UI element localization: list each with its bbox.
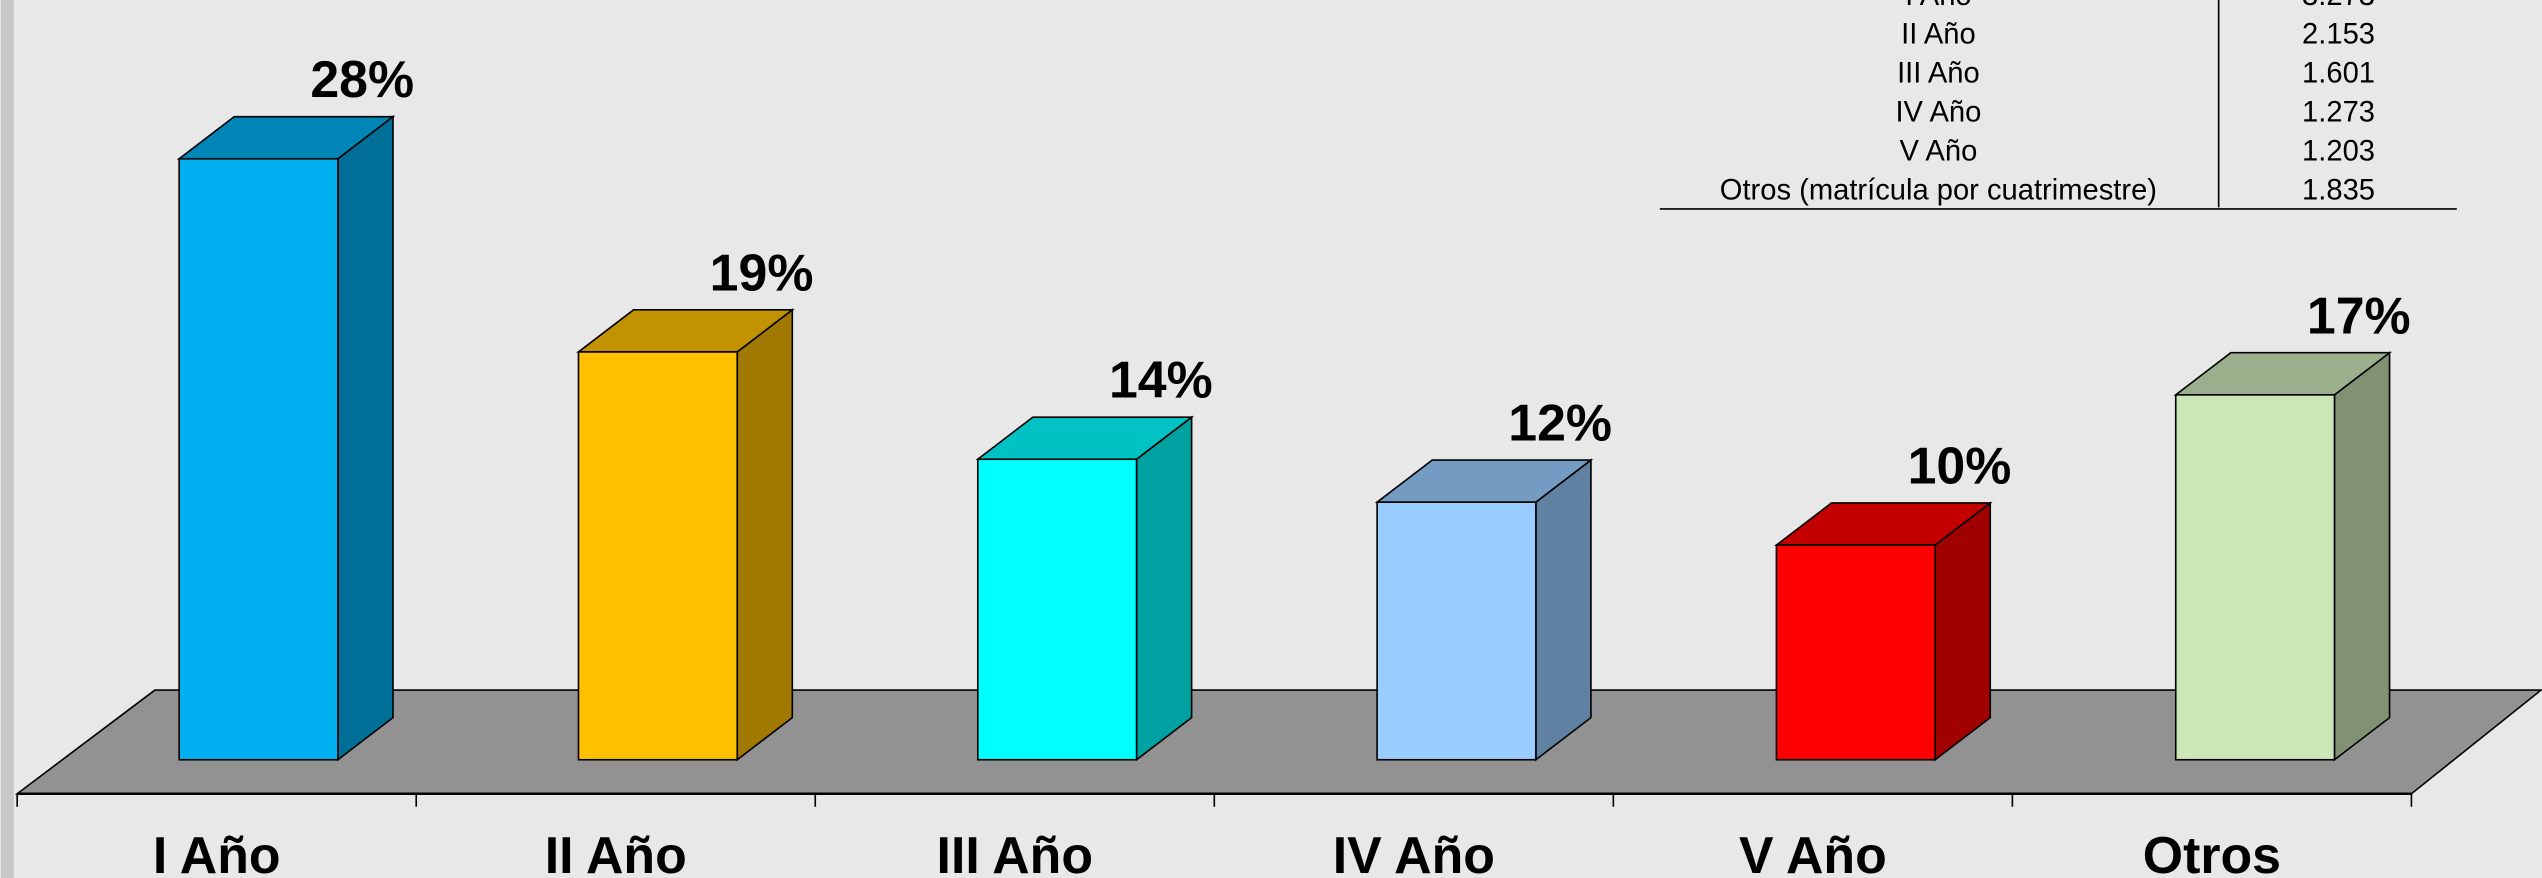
value-label: 19% <box>710 243 814 301</box>
bar-side <box>1934 501 1992 762</box>
x-tick-label: Otros <box>2143 826 2281 878</box>
bar-side <box>1535 458 1592 762</box>
x-tick-label: IV Año <box>1333 826 1495 878</box>
bar <box>1376 501 1537 761</box>
table-value: 3.273 <box>2302 0 2375 12</box>
table-label: I Año <box>1905 0 1971 12</box>
left-edge <box>0 0 14 878</box>
bar <box>976 458 1138 761</box>
x-tick-label: V Año <box>1739 826 1887 878</box>
bar-side <box>2333 351 2391 762</box>
table-label: Otros (matrícula por cuatrimestre) <box>1720 174 2157 206</box>
table-label: V Año <box>1900 135 1978 167</box>
bar <box>2174 394 2336 761</box>
bar-side <box>736 308 794 762</box>
bar-side <box>1135 415 1193 762</box>
table-value: 1.601 <box>2302 58 2375 90</box>
bar <box>577 351 739 761</box>
x-tick-label: III Año <box>937 826 1093 878</box>
bar-side <box>337 114 394 762</box>
x-tick-label: II Año <box>545 826 687 878</box>
table-value: 1.273 <box>2302 96 2375 128</box>
table-value: 2.153 <box>2302 19 2375 51</box>
value-label: 14% <box>1109 351 1213 409</box>
table-value: 1.835 <box>2302 174 2375 206</box>
value-label: 12% <box>1508 394 1612 452</box>
table-value: 1.203 <box>2302 135 2375 167</box>
table-label: II Año <box>1901 19 1976 51</box>
table-label: IV Año <box>1895 96 1981 128</box>
value-label: 10% <box>1908 437 2012 495</box>
bar <box>178 157 339 761</box>
value-label: 28% <box>310 50 414 108</box>
value-label: 17% <box>2307 286 2411 344</box>
table-label: III Año <box>1897 58 1980 90</box>
bar <box>1775 544 1936 761</box>
x-tick-label: I Año <box>153 826 281 878</box>
floor <box>14 689 2542 795</box>
